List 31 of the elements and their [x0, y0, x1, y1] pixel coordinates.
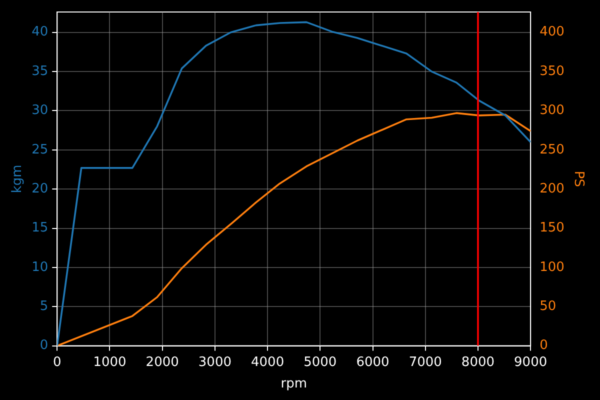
- y-tick-label: 35: [32, 64, 48, 79]
- x-tick-label: 1000: [93, 354, 126, 370]
- y2-tick-label: 300: [540, 103, 564, 118]
- y-tick-label: 15: [32, 220, 48, 236]
- y2-tick-label: 250: [540, 142, 564, 158]
- y-tick-label: 25: [32, 142, 48, 158]
- x-tick-label: 0: [53, 354, 62, 370]
- x-tick-label: 8000: [461, 354, 495, 370]
- x-tick-label: 3000: [198, 354, 232, 370]
- y2-axis-title: PS: [570, 170, 586, 187]
- x-tick-label: 5000: [304, 354, 337, 370]
- y2-tick-label: 200: [540, 181, 564, 196]
- y2-tick-label: 150: [540, 220, 564, 236]
- y-tick-label: 10: [32, 260, 48, 275]
- y2-tick-label: 50: [540, 298, 556, 314]
- y2-tick-label: 0: [540, 338, 548, 354]
- y2-tick-label: 350: [540, 64, 564, 79]
- x-tick-label: 6000: [356, 354, 390, 370]
- y-tick-label: 0: [40, 338, 48, 354]
- x-tick-label: 2000: [146, 354, 179, 370]
- y-tick-label: 5: [40, 298, 48, 314]
- x-axis-title: rpm: [280, 376, 307, 392]
- y2-tick-label: 100: [540, 260, 564, 275]
- y-tick-label: 40: [32, 24, 48, 40]
- y-tick-label: 20: [32, 181, 48, 196]
- x-tick-label: 4000: [251, 354, 284, 370]
- y-tick-label: 30: [32, 103, 48, 118]
- y-axis-title: kgm: [10, 164, 26, 194]
- x-tick-label: 9000: [514, 354, 548, 370]
- x-tick-label: 7000: [408, 354, 442, 370]
- y2-tick-label: 400: [540, 24, 564, 40]
